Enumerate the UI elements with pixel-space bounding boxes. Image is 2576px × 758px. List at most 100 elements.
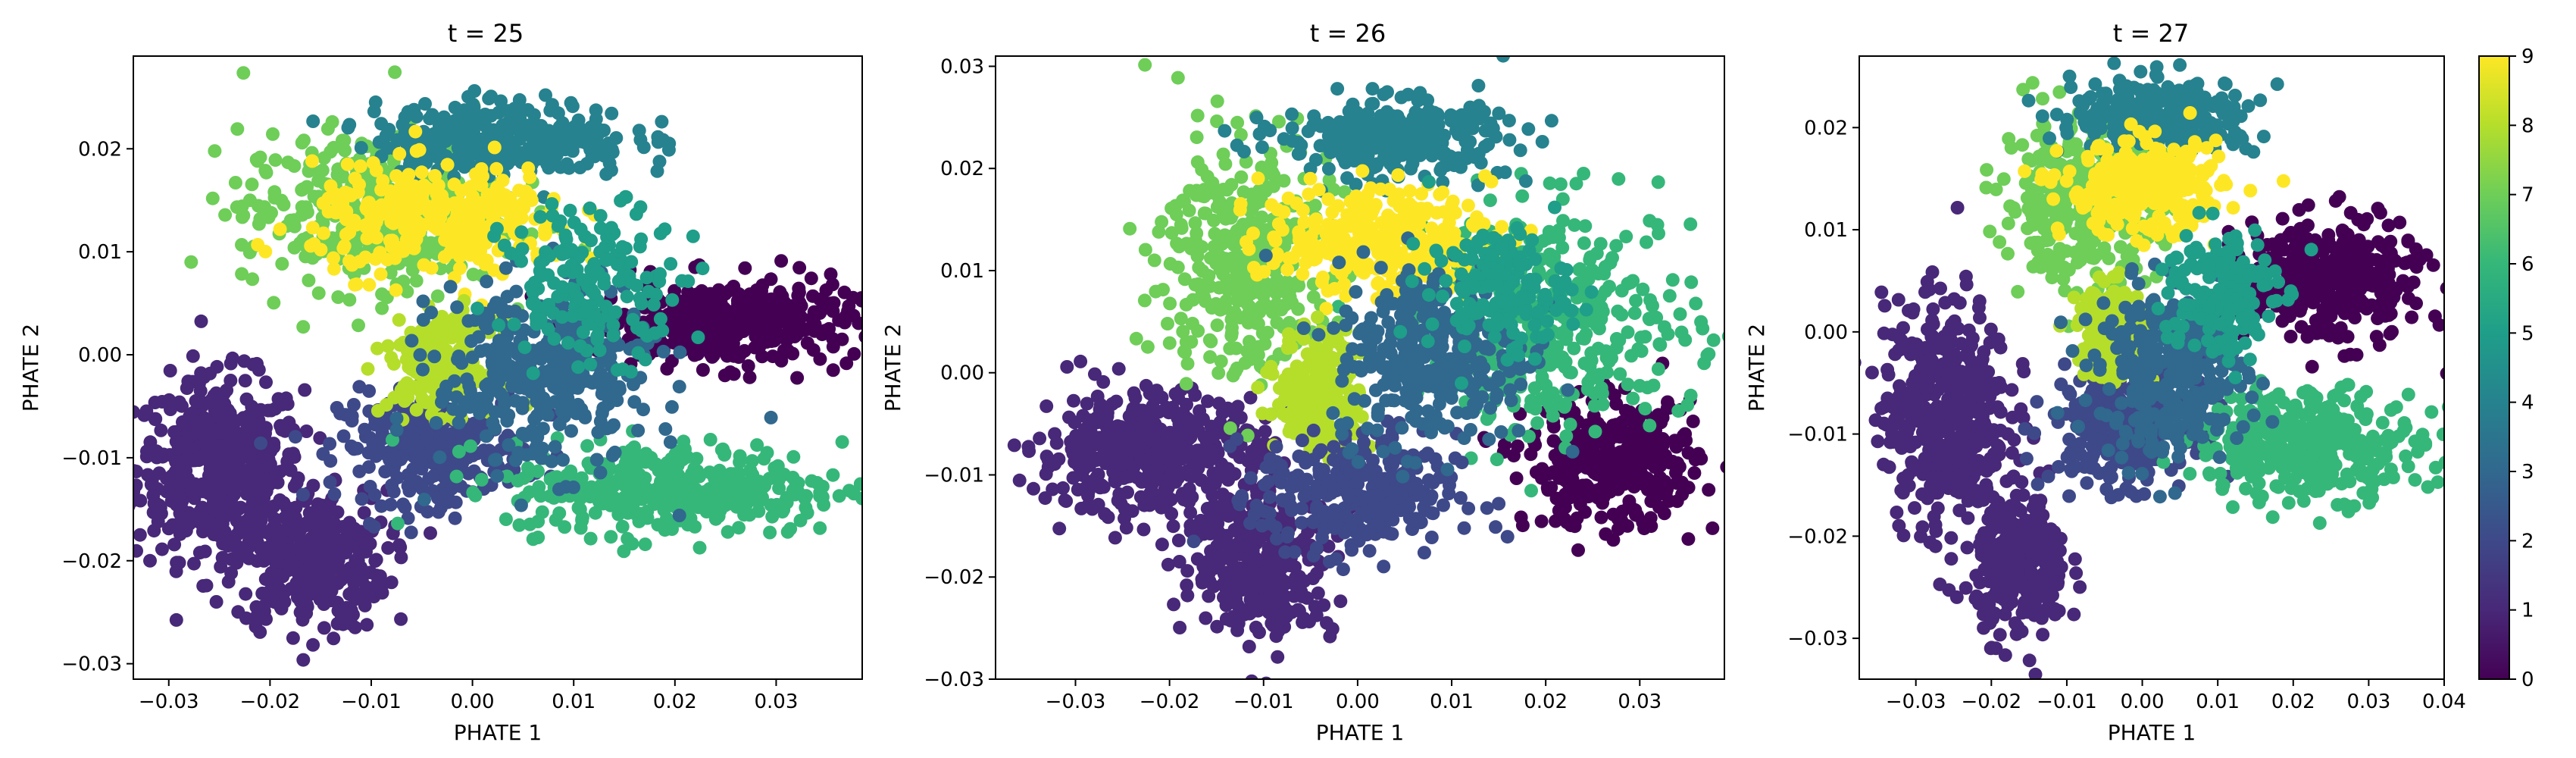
data-point	[1702, 483, 1716, 497]
data-point	[524, 193, 539, 208]
data-point	[386, 216, 401, 230]
data-point	[393, 540, 408, 554]
data-point	[589, 453, 604, 467]
data-point	[1060, 360, 1074, 374]
data-point	[225, 351, 239, 365]
data-point	[267, 185, 282, 199]
data-point	[172, 395, 186, 409]
data-point	[536, 441, 550, 456]
data-point	[1039, 399, 1054, 413]
data-point	[287, 562, 302, 577]
data-point	[1615, 448, 1630, 462]
data-point	[473, 114, 487, 129]
data-point	[515, 401, 530, 415]
data-point	[451, 141, 465, 155]
data-point	[775, 289, 789, 303]
data-point	[299, 249, 313, 264]
data-point	[629, 207, 643, 221]
data-point	[452, 349, 466, 364]
data-point	[258, 207, 273, 221]
data-point	[563, 203, 577, 218]
data-point	[865, 321, 879, 335]
data-point	[429, 415, 443, 430]
data-point	[155, 542, 169, 556]
data-point	[448, 511, 462, 525]
data-point	[286, 631, 300, 645]
data-point	[1056, 481, 1070, 495]
data-point	[596, 477, 611, 491]
data-point	[408, 124, 423, 139]
data-point	[312, 165, 327, 180]
data-point	[599, 253, 614, 268]
data-point	[1122, 409, 1136, 424]
data-point	[298, 518, 312, 533]
x-tick-label: 0.03	[754, 691, 798, 713]
data-point	[742, 370, 757, 384]
data-point	[195, 525, 210, 539]
panel-t25: t = 25 −0.03 −0.02 −0.01 0.00 0.01 0.02 0.03 −…	[18, 19, 879, 745]
data-point	[198, 428, 211, 442]
data-point	[467, 124, 480, 139]
data-point	[259, 375, 273, 390]
data-point	[184, 255, 199, 269]
data-point	[533, 255, 548, 270]
data-point	[839, 309, 852, 324]
data-point	[786, 449, 801, 464]
data-point	[295, 136, 309, 150]
data-point	[799, 489, 814, 503]
data-point	[1048, 427, 1062, 441]
data-point	[571, 360, 586, 374]
data-point	[732, 466, 746, 481]
data-point	[832, 489, 846, 503]
data-point	[750, 438, 764, 453]
data-point	[257, 490, 271, 505]
data-point	[1694, 452, 1708, 466]
data-point	[835, 332, 849, 346]
data-point	[293, 236, 307, 250]
data-point	[401, 511, 415, 525]
data-point	[257, 553, 271, 568]
data-point	[549, 148, 564, 162]
data-point	[389, 169, 404, 183]
data-point	[369, 215, 383, 229]
data-point	[811, 306, 826, 321]
data-point	[1670, 494, 1684, 509]
data-point	[207, 438, 221, 453]
data-point	[1297, 532, 1311, 547]
data-point	[755, 278, 770, 293]
data-point	[588, 506, 602, 520]
data-point	[782, 322, 796, 337]
data-point	[545, 454, 559, 468]
data-point	[183, 509, 197, 523]
data-point	[691, 330, 705, 344]
data-point	[540, 408, 555, 422]
data-point	[373, 246, 387, 260]
data-point	[632, 124, 646, 138]
data-point	[496, 305, 510, 320]
data-point	[327, 487, 342, 501]
data-point	[636, 402, 650, 417]
data-point	[181, 426, 195, 440]
data-point	[1237, 607, 1252, 622]
data-point	[558, 264, 571, 278]
data-point	[1652, 470, 1667, 484]
data-point	[221, 575, 236, 589]
data-point	[133, 543, 143, 558]
data-point	[139, 404, 154, 418]
data-point	[817, 498, 831, 512]
data-point	[268, 153, 283, 168]
data-point	[1643, 511, 1658, 525]
data-point	[379, 199, 392, 213]
data-point	[617, 544, 631, 559]
data-point	[1549, 491, 1564, 506]
data-point	[463, 223, 477, 236]
data-point	[409, 402, 424, 417]
data-point	[1609, 429, 1624, 443]
data-point	[250, 518, 264, 532]
data-point	[1281, 513, 1296, 528]
data-point	[119, 471, 133, 484]
data-point	[333, 406, 348, 421]
data-point	[245, 399, 259, 414]
data-point	[1624, 433, 1639, 447]
data-point	[238, 374, 252, 388]
